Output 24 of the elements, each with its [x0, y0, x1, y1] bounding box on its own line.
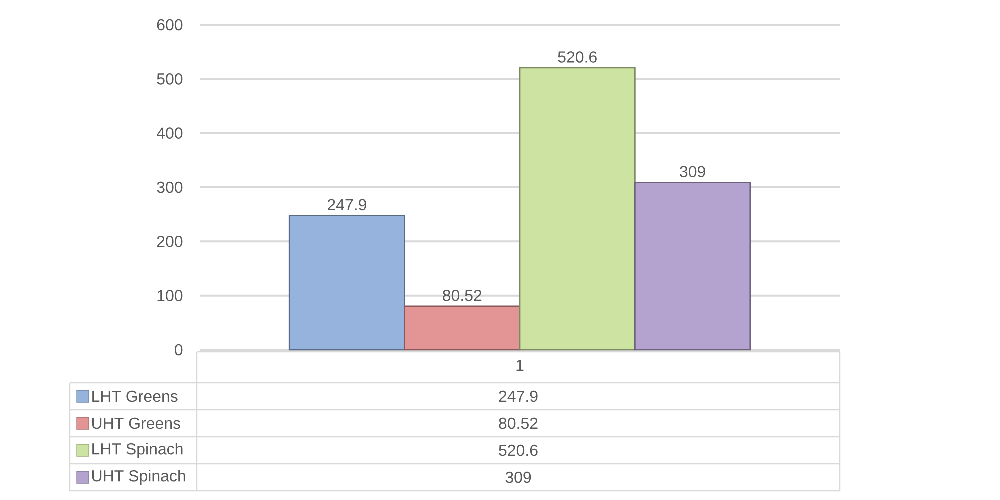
- y-tick-label: 100: [158, 290, 183, 302]
- y-tick-label: 600: [157, 19, 183, 31]
- bar: [288, 215, 406, 351]
- text: 309: [506, 472, 532, 484]
- bar: [404, 306, 521, 351]
- legend-label: UHT Greens: [92, 418, 180, 430]
- bar: [519, 67, 636, 351]
- legend-label: LHT Spinach: [92, 443, 183, 458]
- y-tick-label: 0: [175, 344, 183, 356]
- data-label: 520.6: [558, 52, 597, 63]
- legend-label: LHT Greens: [92, 390, 178, 402]
- y-tick-label: 300: [157, 182, 183, 194]
- bar: [634, 182, 752, 351]
- y-tick-label: 400: [156, 128, 183, 139]
- text: 247.9: [499, 390, 538, 402]
- text: 80.52: [499, 418, 538, 430]
- data-label: 247.9: [328, 199, 366, 211]
- data-label: 309: [680, 166, 706, 178]
- x-tick-label: 1: [516, 360, 524, 372]
- legend-label: UHT Spinach: [92, 470, 186, 485]
- text: 520.6: [499, 444, 538, 456]
- data-label: 80.52: [443, 290, 482, 302]
- y-tick-label: 200: [157, 236, 183, 248]
- y-tick-label: 500: [157, 74, 183, 85]
